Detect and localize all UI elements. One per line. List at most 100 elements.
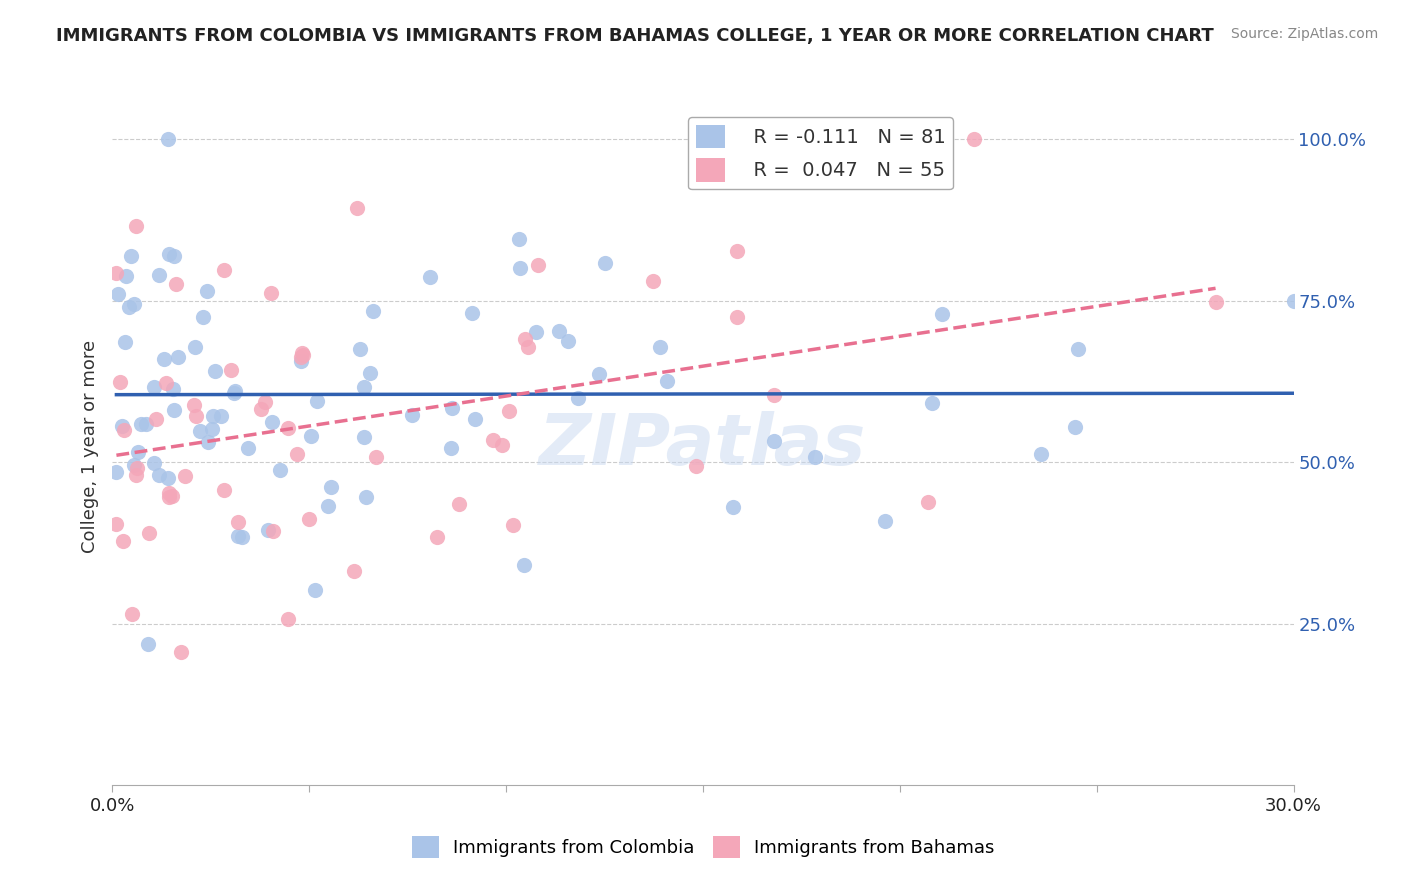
Point <box>449 497 471 511</box>
Point <box>277 421 299 435</box>
Point <box>125 219 148 233</box>
Point <box>214 263 236 277</box>
Point <box>174 469 197 483</box>
Point <box>105 465 128 479</box>
Point <box>122 458 145 472</box>
Point <box>259 285 281 300</box>
Point <box>353 380 375 394</box>
Point <box>1064 420 1087 434</box>
Point <box>183 398 205 412</box>
Point <box>188 424 211 438</box>
Point <box>163 403 186 417</box>
Point <box>513 332 536 346</box>
Point <box>105 266 128 280</box>
Point <box>148 268 170 283</box>
Point <box>1031 447 1053 461</box>
Point <box>685 459 707 474</box>
Point <box>254 395 277 409</box>
Point <box>157 247 180 261</box>
Point <box>917 495 939 509</box>
Point <box>1067 342 1090 356</box>
Point <box>226 529 249 543</box>
Point <box>1205 295 1227 310</box>
Text: Source: ZipAtlas.com: Source: ZipAtlas.com <box>1230 27 1378 41</box>
Point <box>236 441 259 455</box>
Point <box>285 447 308 461</box>
Point <box>204 363 226 377</box>
Point <box>148 468 170 483</box>
Point <box>346 201 368 215</box>
Point <box>142 380 165 394</box>
Point <box>201 422 224 436</box>
Point <box>224 384 246 398</box>
Point <box>160 489 183 503</box>
Point <box>875 514 897 528</box>
Y-axis label: College, 1 year or more: College, 1 year or more <box>80 340 98 552</box>
Point <box>184 340 207 354</box>
Point <box>482 433 505 447</box>
Point <box>129 417 152 431</box>
Point <box>156 132 179 146</box>
Point <box>111 533 134 548</box>
Point <box>153 351 176 366</box>
Point <box>290 354 312 368</box>
Point <box>114 334 136 349</box>
Point <box>112 423 135 437</box>
Point <box>498 404 520 418</box>
Point <box>508 232 530 246</box>
Point <box>195 284 218 298</box>
Point <box>157 485 180 500</box>
Text: IMMIGRANTS FROM COLOMBIA VS IMMIGRANTS FROM BAHAMAS COLLEGE, 1 YEAR OR MORE CORR: IMMIGRANTS FROM COLOMBIA VS IMMIGRANTS F… <box>56 27 1213 45</box>
Point <box>121 607 143 622</box>
Text: ZIPatlas: ZIPatlas <box>540 411 866 481</box>
Point <box>762 434 785 449</box>
Point <box>655 374 678 388</box>
Point <box>921 396 943 410</box>
Point <box>593 256 616 270</box>
Point <box>354 490 377 504</box>
Point <box>262 415 284 429</box>
Point <box>105 517 128 532</box>
Point <box>509 261 531 276</box>
Point <box>155 376 177 390</box>
Point <box>122 297 145 311</box>
Point <box>557 334 579 348</box>
Point <box>111 418 134 433</box>
Point <box>804 450 827 464</box>
Point <box>226 515 249 529</box>
Point <box>209 409 232 424</box>
Point <box>524 326 547 340</box>
Point <box>721 500 744 515</box>
Point <box>527 258 550 272</box>
Point <box>1282 294 1305 309</box>
Point <box>361 303 384 318</box>
Point <box>197 435 219 450</box>
Point <box>162 382 184 396</box>
Point <box>214 483 236 497</box>
Point <box>138 525 160 540</box>
Legend: Immigrants from Colombia, Immigrants from Bahamas: Immigrants from Colombia, Immigrants fro… <box>405 829 1001 865</box>
Point <box>364 450 387 464</box>
Point <box>343 564 366 578</box>
Point <box>512 558 534 572</box>
Point <box>249 402 271 417</box>
Point <box>145 411 167 425</box>
Point <box>491 438 513 452</box>
Point <box>114 269 136 284</box>
Point <box>588 367 610 381</box>
Point <box>290 350 312 364</box>
Point <box>401 408 423 422</box>
Point <box>262 524 284 538</box>
Point <box>277 612 299 626</box>
Point <box>120 249 142 263</box>
Point <box>193 310 215 324</box>
Point <box>201 409 224 423</box>
Point <box>221 363 243 377</box>
Point <box>517 340 540 354</box>
Point <box>502 518 524 533</box>
Point <box>725 244 748 259</box>
Point <box>464 411 486 425</box>
Point <box>157 490 180 504</box>
Point <box>127 444 149 458</box>
Point <box>440 441 463 455</box>
